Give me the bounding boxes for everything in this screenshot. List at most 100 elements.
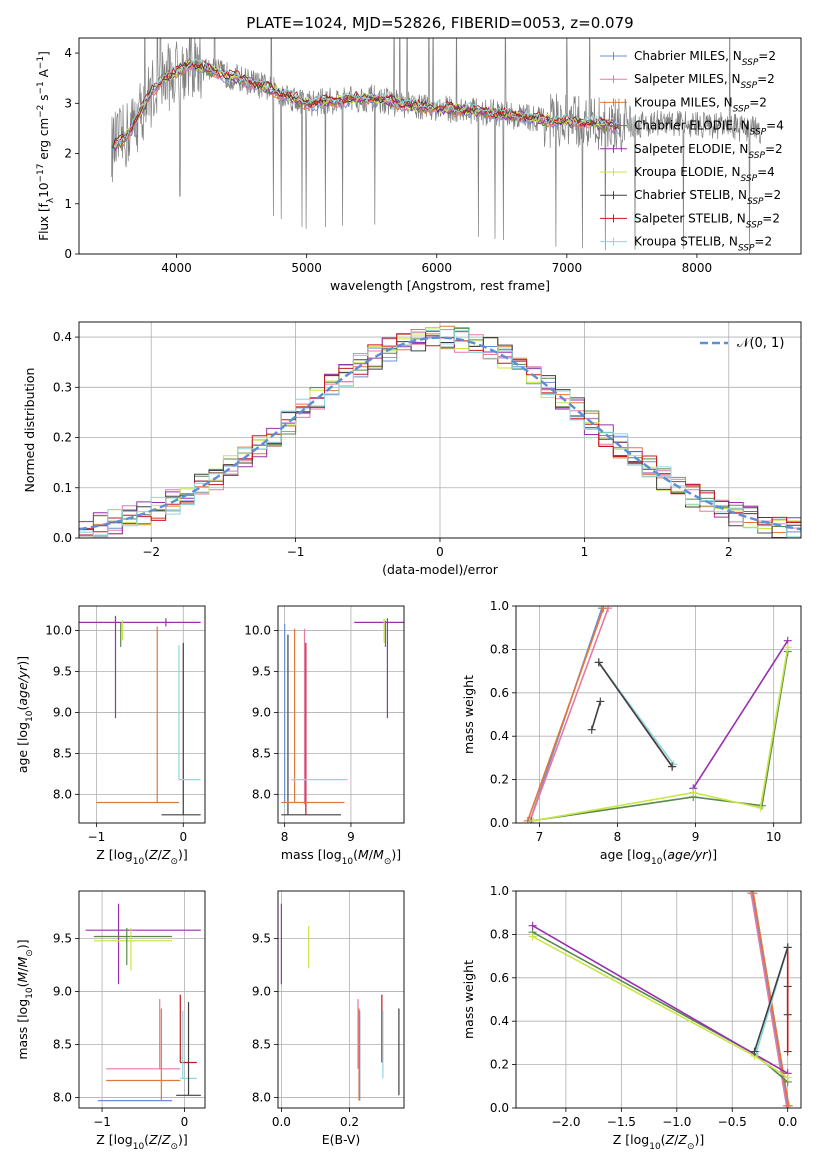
y-axis-label: mass weight — [461, 960, 476, 1039]
x-tick-label: 2 — [725, 545, 733, 559]
x-tick-label: −2 — [142, 545, 160, 559]
y-tick-label: 10.0 — [45, 624, 72, 638]
legend-label: Kroupa ELODIE, NSSP=4 — [634, 165, 775, 184]
legend-label: Kroupa MILES, NSSP=2 — [634, 95, 767, 114]
series-line — [532, 931, 789, 1083]
x-tick-label: 0.2 — [340, 1115, 359, 1129]
plot-area — [516, 606, 801, 823]
model-spectrum — [113, 58, 619, 146]
axes-frame — [78, 321, 802, 539]
y-tick-label: 8.0 — [252, 787, 271, 801]
plot-area — [278, 891, 404, 1108]
series-marker — [783, 1047, 792, 1056]
y-tick-label: 0.0 — [53, 531, 72, 545]
series-marker — [587, 725, 596, 734]
x-axis-label: Z [log10(Z/Z⊙)] — [96, 847, 188, 867]
y-tick-label: 9.5 — [53, 932, 72, 946]
x-tick-label: 10 — [766, 830, 781, 844]
x-tick-label: 4000 — [161, 261, 192, 275]
series-line — [532, 925, 789, 1074]
y-tick-label: 1 — [64, 197, 72, 211]
y-tick-label: 3 — [64, 96, 72, 110]
series-marker — [689, 788, 698, 797]
axes-frame — [78, 890, 206, 1109]
y-tick-label: 0.1 — [53, 481, 72, 495]
x-axis-label: E(B-V) — [322, 1132, 361, 1147]
x-tick-label: 0 — [436, 545, 444, 559]
x-axis-label: (data-model)/error — [382, 562, 499, 577]
figure-title: PLATE=1024, MJD=52826, FIBERID=0053, z=0… — [246, 14, 633, 32]
legend-label: Salpeter MILES, NSSP=2 — [634, 72, 775, 91]
axes-frame — [277, 605, 405, 824]
series-marker — [749, 891, 758, 898]
plot-area — [111, 38, 763, 254]
axes-frame — [277, 890, 405, 1109]
legend: 𝒩(0, 1) — [700, 336, 784, 351]
x-tick-label: 8 — [281, 830, 289, 844]
y-tick-label: 9.0 — [53, 705, 72, 719]
panel-mass_vs_ebv: 0.0 0.2 8.0 8.5 9.0 9.5 E(B-V) — [252, 890, 405, 1147]
x-tick-label: 0.0 — [778, 1115, 797, 1129]
y-axis-label: mass weight — [461, 675, 476, 754]
y-tick-label: 9.0 — [252, 705, 271, 719]
x-axis-label: Z [log10(Z/Z⊙)] — [613, 1132, 705, 1152]
y-tick-label: 9.5 — [252, 932, 271, 946]
series-line — [750, 893, 788, 1106]
series-line — [753, 947, 789, 1052]
y-tick-label: 8.0 — [53, 1090, 72, 1104]
panel-spectrum: 4000 5000 6000 7000 8000 0 1 2 3 4 wavelength [Ang… — [36, 37, 802, 293]
x-tick-label: 9 — [347, 830, 355, 844]
y-tick-label: 0.3 — [53, 380, 72, 394]
series-line — [692, 640, 789, 789]
x-tick-label: 7 — [536, 830, 544, 844]
y-tick-label: 0.2 — [490, 773, 509, 787]
legend-label: 𝒩(0, 1) — [737, 336, 784, 351]
y-tick-label: 0.0 — [490, 816, 509, 830]
legend-label: Salpeter ELODIE, NSSP=2 — [634, 142, 783, 161]
y-tick-label: 0 — [64, 247, 72, 261]
series-marker — [529, 816, 538, 823]
x-tick-label: 9 — [692, 830, 700, 844]
y-tick-label: 0.2 — [490, 1058, 509, 1072]
model-spectrum — [113, 60, 616, 145]
y-axis-label: age [log10(age/yr)] — [15, 656, 35, 773]
y-tick-label: 0.8 — [490, 642, 509, 656]
y-tick-label: 0.6 — [490, 686, 509, 700]
axes-frame — [78, 605, 206, 824]
y-tick-label: 8.5 — [53, 1037, 72, 1051]
model-spectrum — [111, 61, 620, 149]
y-tick-label: 10.0 — [244, 624, 271, 638]
axes-frame — [515, 890, 802, 1109]
y-tick-label: 1.0 — [490, 884, 509, 898]
y-axis-label: Normed distribution — [22, 368, 37, 493]
y-tick-label: 8.5 — [53, 746, 72, 760]
panel-weight_vs_age: 7 8 9 10 0.0 0.2 0.4 0.6 0.8 1.0 age [log10(age/yr… — [461, 599, 802, 867]
y-axis-label: Flux [fλ10−17 erg cm−2 s−1 A−1] — [36, 51, 56, 241]
series-line — [526, 607, 605, 822]
x-tick-label: 0 — [179, 830, 187, 844]
y-axis-label: mass [log10(M/M⊙)] — [15, 939, 35, 1059]
series-marker — [784, 1101, 793, 1108]
y-tick-label: 0.4 — [53, 330, 72, 344]
plot-area — [516, 891, 801, 1108]
x-axis-label: mass [log10(M/M⊙)] — [281, 847, 401, 867]
plot-area — [79, 606, 205, 823]
series-marker — [528, 932, 537, 941]
series-line — [598, 661, 673, 768]
panel-age_vs_z: −1 0 8.0 8.5 9.0 9.5 10.0 Z [log10(Z/Z⊙)] age [l… — [15, 605, 206, 867]
y-tick-label: 4 — [64, 46, 72, 60]
legend-label: Kroupa STELIB, NSSP=2 — [634, 235, 772, 254]
series-line — [533, 647, 789, 822]
x-tick-label: 7000 — [552, 261, 583, 275]
legend-label: Chabrier STELIB, NSSP=2 — [634, 188, 781, 207]
series-marker — [783, 943, 792, 952]
panel-mass_vs_z: −1 0 8.0 8.5 9.0 9.5 Z [log10(Z/Z⊙)] mass [log1… — [15, 890, 206, 1152]
series-marker — [596, 697, 605, 706]
panel-residuals: −2 −1 0 1 2 0.0 0.1 0.2 0.3 0.4 (data-model)/error… — [22, 321, 802, 577]
panel-age_vs_mass: 8 9 8.0 8.5 9.0 9.5 10.0 mass [log10(M/M⊙)] — [244, 605, 405, 867]
x-axis-label: Z [log10(Z/Z⊙)] — [96, 1132, 188, 1152]
axes-frame — [515, 605, 802, 824]
x-tick-label: −1 — [88, 830, 106, 844]
x-tick-label: −1.5 — [607, 1115, 636, 1129]
x-tick-label: 8 — [614, 830, 622, 844]
